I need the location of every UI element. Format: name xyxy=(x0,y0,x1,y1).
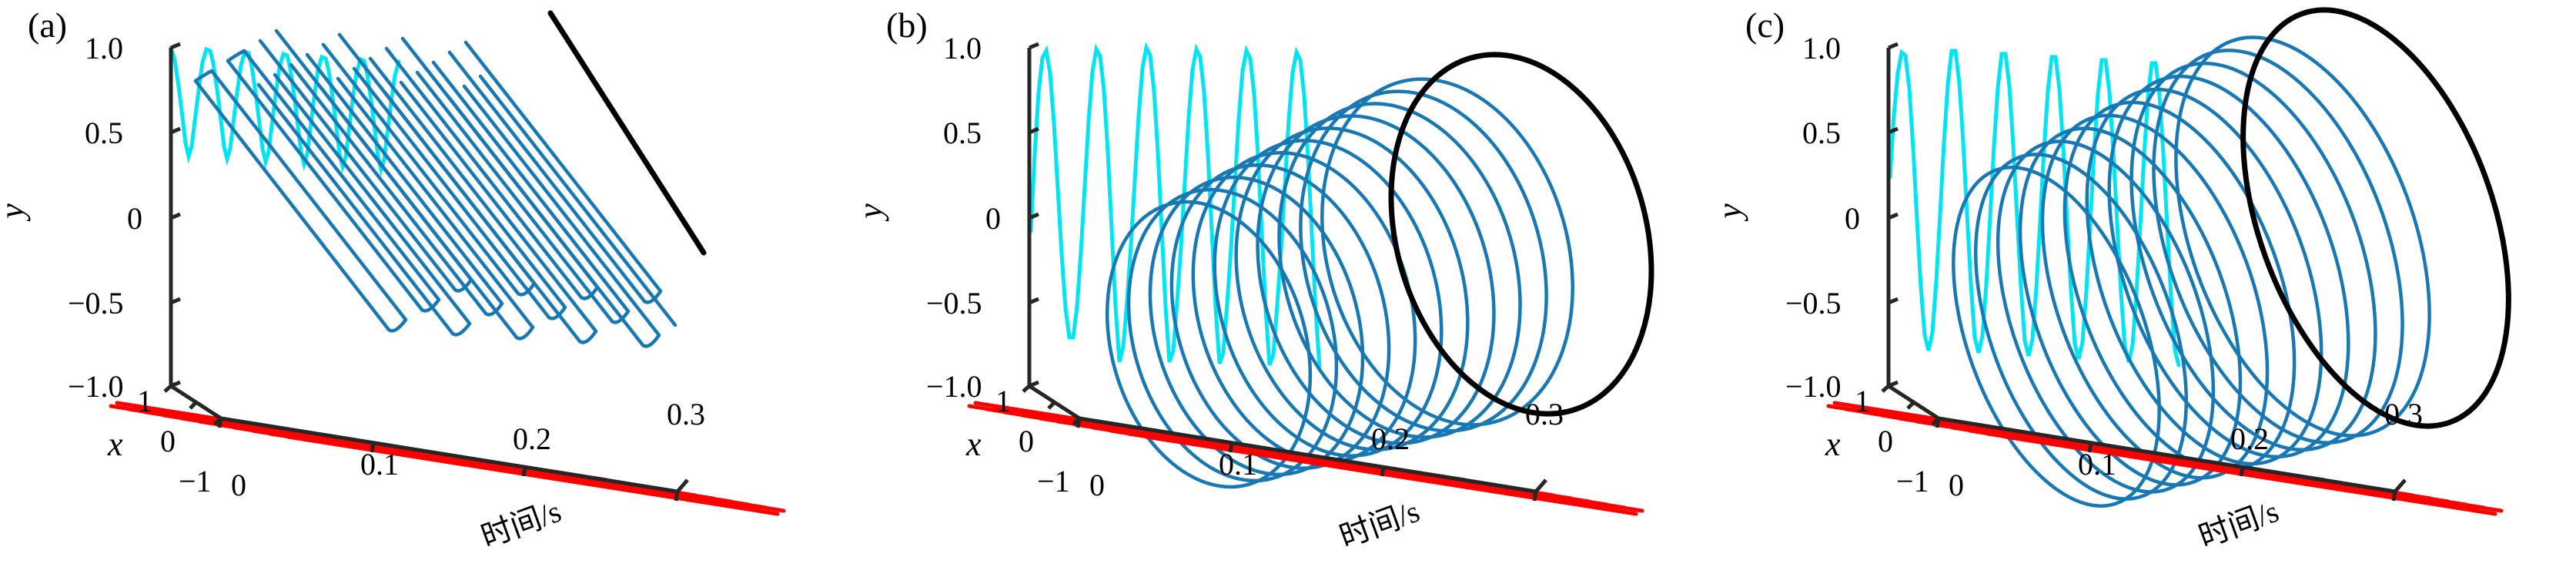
x-axis-label: x xyxy=(966,425,982,463)
panel-b: (b) 1.0 0.5 0 −0.5 −1.0 y 1 0 −1 x 0 0.1… xyxy=(851,0,1717,584)
y-tick-1: 1.0 xyxy=(85,31,123,65)
panel-c: (c) 1.0 0.5 0 −0.5 −1.0 y 1 0 −1 x 0 0.1… xyxy=(1711,0,2576,584)
y-axis-label: y xyxy=(0,203,31,219)
x-tick-1: 1 xyxy=(137,384,152,418)
t-tick-2: 0.1 xyxy=(2078,447,2116,482)
y-tick-3: 0 xyxy=(985,201,1001,236)
y-axis-label: y xyxy=(851,203,889,219)
panel-tag-c: (c) xyxy=(1745,5,1785,45)
x-axis-label: x xyxy=(108,425,123,463)
panel-a-phase-curve xyxy=(547,10,707,256)
panel-c-phase-curve xyxy=(2240,7,2511,429)
x-tick-1: 1 xyxy=(1855,384,1870,418)
panel-b-axes xyxy=(1022,42,1547,502)
panel-c-plot xyxy=(1826,7,2511,516)
t-tick-1: 0 xyxy=(1089,468,1105,502)
y-axis-label: y xyxy=(1710,203,1748,219)
t-tick-2: 0.1 xyxy=(1219,447,1257,482)
y-tick-3: 0 xyxy=(1845,201,1860,236)
panel-c-cyan-projection xyxy=(1888,49,2181,368)
t-tick-4: 0.3 xyxy=(667,397,705,431)
t-tick-1: 0 xyxy=(1949,468,1964,502)
y-tick-4: −0.5 xyxy=(926,286,982,321)
panel-a-plot xyxy=(109,10,786,516)
panel-b-plot xyxy=(967,42,1654,516)
panel-a-blue-trajectory xyxy=(193,29,677,347)
y-tick-1: 1.0 xyxy=(943,31,982,65)
t-tick-4: 0.3 xyxy=(1525,397,1564,431)
t-tick-3: 0.2 xyxy=(2230,421,2269,456)
y-tick-5: −1.0 xyxy=(1785,369,1842,404)
y-tick-2: 0.5 xyxy=(943,116,982,150)
x-tick-2: 0 xyxy=(160,424,176,458)
x-axis-label: x xyxy=(1825,425,1841,463)
x-tick-3: −1 xyxy=(1037,464,1070,498)
panel-a-axes xyxy=(163,42,689,502)
y-tick-1: 1.0 xyxy=(1802,31,1841,65)
y-tick-4: −0.5 xyxy=(68,286,124,321)
t-tick-4: 0.3 xyxy=(2384,397,2423,431)
panel-tag-b: (b) xyxy=(886,5,928,45)
t-tick-3: 0.2 xyxy=(513,421,551,456)
x-tick-2: 0 xyxy=(1878,424,1893,458)
x-tick-3: −1 xyxy=(1896,464,1929,498)
x-tick-3: −1 xyxy=(179,464,212,498)
panel-c-blue-spirals xyxy=(1952,35,2431,508)
panel-b-phase-curve xyxy=(1388,52,1654,417)
y-tick-5: −1.0 xyxy=(68,369,124,404)
x-tick-2: 0 xyxy=(1019,424,1034,458)
panel-c-axes xyxy=(1881,42,2407,502)
panel-a: (a) 1.0 0.5 0 −0.5 −1.0 y 1 0 −1 x 0 0.1… xyxy=(0,0,858,584)
y-tick-3: 0 xyxy=(127,201,142,236)
y-tick-4: −0.5 xyxy=(1785,286,1842,321)
y-tick-5: −1.0 xyxy=(926,369,982,404)
y-tick-2: 0.5 xyxy=(85,116,123,150)
y-tick-2: 0.5 xyxy=(1802,116,1841,150)
t-tick-1: 0 xyxy=(231,468,246,502)
panel-tag-a: (a) xyxy=(28,5,68,45)
t-tick-2: 0.1 xyxy=(360,447,399,482)
t-tick-3: 0.2 xyxy=(1371,421,1410,456)
x-tick-1: 1 xyxy=(995,384,1011,418)
panel-a-blue-turnarounds xyxy=(193,49,663,348)
